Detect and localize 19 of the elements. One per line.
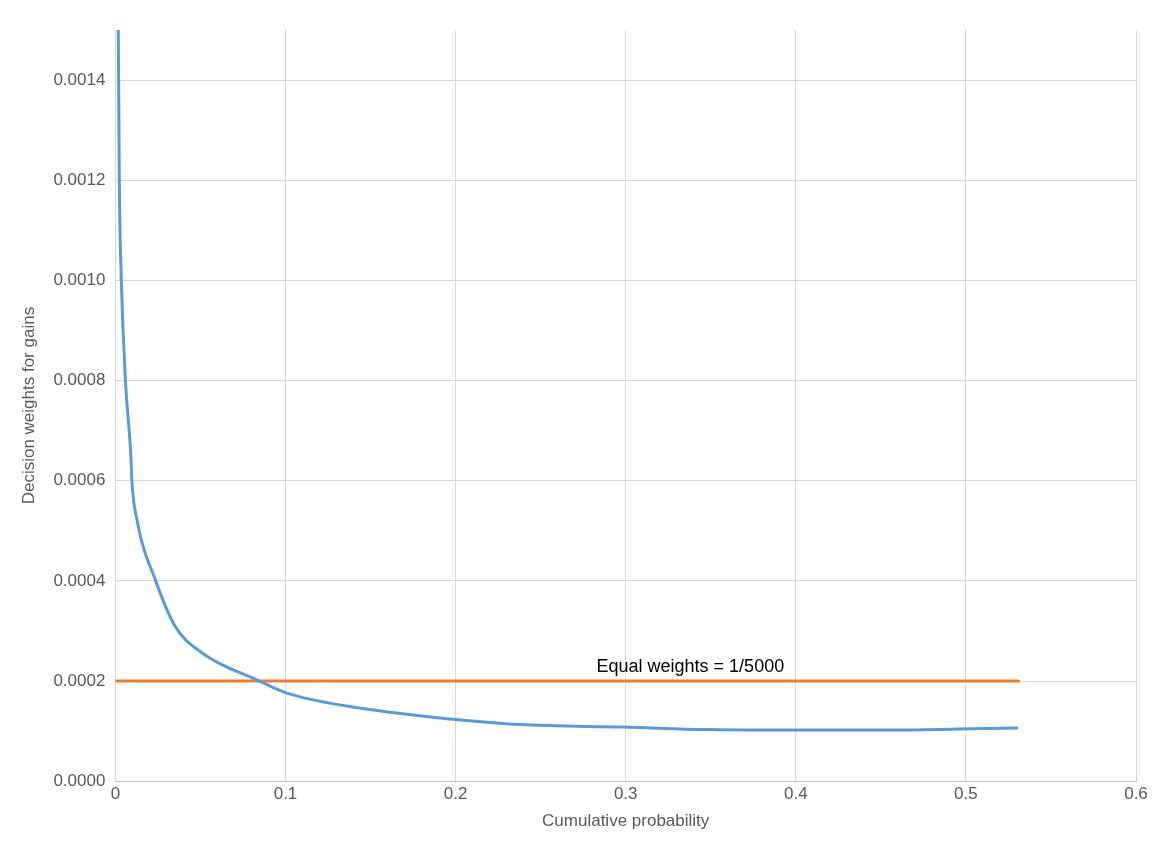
- y-tick-label: 0.0002: [53, 670, 106, 690]
- x-tick-label: 0.2: [443, 784, 468, 804]
- y-tick-label: 0.0008: [53, 370, 106, 390]
- y-tick-label: 0.0004: [53, 570, 106, 590]
- x-axis-title: Cumulative probability: [542, 811, 710, 831]
- x-tick-label: 0.1: [273, 784, 298, 804]
- x-tick-label: 0.6: [1124, 784, 1148, 804]
- y-tick-label: 0.0006: [53, 470, 106, 490]
- y-tick-label: 0.0014: [53, 69, 106, 89]
- y-axis-title: Decision weights for gains: [18, 306, 38, 505]
- y-tick-label: 0.0000: [53, 770, 106, 790]
- line-series: [116, 30, 1019, 732]
- y-tick-label: 0.0010: [53, 270, 106, 290]
- x-tick-label: 0: [110, 784, 121, 804]
- annotation: Equal weights = 1/5000: [596, 656, 785, 677]
- x-tick-label: 0.3: [613, 784, 638, 804]
- x-tick-label: 0.4: [783, 784, 808, 804]
- y-tick-label: 0.0012: [53, 169, 106, 189]
- x-tick-label: 0.5: [954, 784, 978, 804]
